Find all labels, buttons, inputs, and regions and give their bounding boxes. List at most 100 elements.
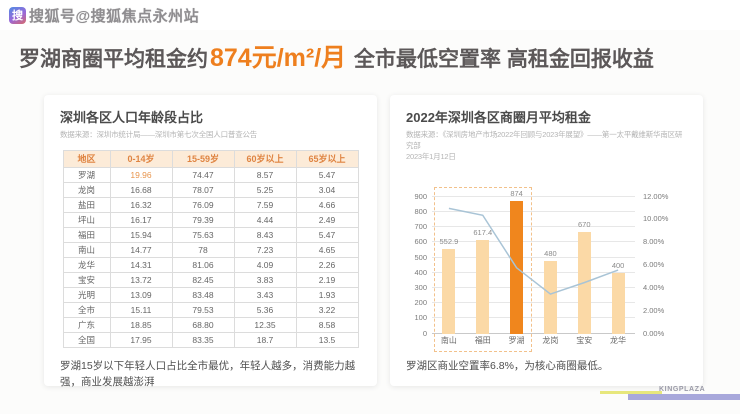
value-cell: 13.72 xyxy=(109,271,173,288)
gridline xyxy=(432,332,635,334)
table-row: 龙华 14.31 81.06 4.09 2.26 xyxy=(62,256,359,273)
table-row: 全市 15.11 79.53 5.36 3.22 xyxy=(62,301,359,318)
value-cell: 78 xyxy=(171,241,235,258)
value-cell: 17.95 xyxy=(109,331,173,348)
x-label-宝安: 宝安 xyxy=(576,336,593,346)
bar-龙岗 xyxy=(543,260,557,334)
left-axis-tick: 500 xyxy=(414,252,427,262)
table-row: 南山 14.77 78 7.23 4.65 xyxy=(62,241,359,258)
rent-source: 数据来源：《深圳房地产市场2022年回顾与2023年展望》——第一太平戴维斯华南… xyxy=(406,130,687,163)
region-cell: 龙岗 xyxy=(62,181,111,198)
left-axis-tick: 700 xyxy=(414,222,427,232)
logo-strip-yellow xyxy=(600,391,662,394)
bar-value-label: 617.4 xyxy=(473,227,493,237)
bar-宝安 xyxy=(577,231,591,334)
chart-x-labels: 南山 福田 罗湖 龙岗 宝安 龙华 xyxy=(432,334,635,348)
value-cell: 14.31 xyxy=(109,256,173,273)
rent-source-line2: 2023年1月12日 xyxy=(406,151,456,161)
value-cell: 15.11 xyxy=(109,301,173,318)
value-cell: 8.57 xyxy=(233,166,297,183)
value-cell: 16.32 xyxy=(109,196,173,213)
region-cell: 宝安 xyxy=(62,271,111,288)
table-row: 盐田 16.32 76.09 7.59 4.66 xyxy=(62,196,359,213)
value-cell: 1.93 xyxy=(295,286,359,303)
value-cell: 4.66 xyxy=(295,196,359,213)
region-cell: 盐田 xyxy=(62,196,111,213)
value-cell: 4.09 xyxy=(233,256,297,273)
value-cell: 8.58 xyxy=(295,316,359,333)
table-row: 福田 15.94 75.63 8.43 5.47 xyxy=(62,226,359,243)
value-cell: 2.49 xyxy=(295,211,359,228)
column-header: 60岁以上 xyxy=(233,149,297,168)
right-axis-tick: 10.00% xyxy=(643,214,669,224)
region-cell: 广东 xyxy=(62,316,111,333)
gridline xyxy=(432,195,635,197)
value-cell: 3.83 xyxy=(233,271,297,288)
column-header: 15-59岁 xyxy=(171,149,235,168)
rent-panel: 2022年深圳各区商圈月平均租金 数据来源：《深圳房地产市场2022年回顾与20… xyxy=(390,95,703,386)
bar-value-label: 874 xyxy=(510,188,523,198)
value-cell: 3.04 xyxy=(295,181,359,198)
value-cell: 75.63 xyxy=(171,226,235,243)
gridline xyxy=(432,302,635,304)
title-highlight: 874元/m²/月 xyxy=(210,44,347,72)
value-cell: 18.85 xyxy=(109,316,173,333)
left-axis-tick: 300 xyxy=(414,282,427,292)
rent-caption: 罗湖区商业空置率6.8%，为核心商圈最低。 xyxy=(406,359,609,372)
left-axis-tick: 200 xyxy=(414,298,427,308)
account-link[interactable]: 搜狐号@搜狐焦点永州站 xyxy=(29,7,200,25)
value-cell: 83.48 xyxy=(171,286,235,303)
table-row: 全国 17.95 83.35 18.7 13.5 xyxy=(62,331,359,348)
gridline xyxy=(432,317,635,319)
value-cell: 14.77 xyxy=(109,241,173,258)
column-header: 65岁以上 xyxy=(295,149,359,168)
rent-source-line1: 数据来源：《深圳房地产市场2022年回顾与2023年展望》——第一太平戴维斯华南… xyxy=(406,130,683,150)
left-axis-tick: 900 xyxy=(414,191,427,201)
title-suffix: 全市最低空置率 高租金回报收益 xyxy=(348,48,654,71)
bar-罗湖 xyxy=(510,200,524,334)
left-axis-tick: 0 xyxy=(422,328,427,338)
value-cell: 16.68 xyxy=(109,181,173,198)
bar-福田 xyxy=(476,239,490,334)
value-cell: 3.43 xyxy=(233,286,297,303)
x-label-南山: 南山 xyxy=(440,336,457,346)
page-title: 罗湖商圈平均租金约874元/m²/月 全市最低空置率 高租金回报收益 xyxy=(19,38,724,74)
value-cell: 5.25 xyxy=(233,181,297,198)
region-cell: 全市 xyxy=(62,301,111,318)
right-axis-tick: 12.00% xyxy=(643,191,669,201)
x-label-罗湖: 罗湖 xyxy=(508,336,525,346)
value-cell: 81.06 xyxy=(171,256,235,273)
bar-value-label: 400 xyxy=(611,260,625,270)
left-axis-tick: 400 xyxy=(414,267,427,277)
table-row: 龙岗 16.68 78.07 5.25 3.04 xyxy=(62,181,359,198)
bar-南山 xyxy=(442,249,456,334)
left-axis-tick: 800 xyxy=(414,206,427,216)
title-prefix: 罗湖商圈平均租金约 xyxy=(19,48,208,71)
value-cell: 4.44 xyxy=(233,211,297,228)
footer-logo-text: KINGPLAZA xyxy=(659,386,706,393)
value-cell: 82.45 xyxy=(171,271,235,288)
population-table: 地区 0-14岁 15-59岁 60岁以上 65岁以上 罗湖 19.96 74.47 8.57 5… xyxy=(62,149,359,348)
value-cell: 19.96 xyxy=(109,166,173,183)
x-label-龙岗: 龙岗 xyxy=(542,336,559,346)
value-cell: 8.43 xyxy=(233,226,297,243)
population-source: 数据来源：深圳市统计局——深圳市第七次全国人口普查公告 xyxy=(60,130,258,139)
table-row: 罗湖 19.96 74.47 8.57 5.47 xyxy=(62,166,359,183)
bar-value-label: 480 xyxy=(544,248,557,258)
region-cell: 全国 xyxy=(62,331,111,348)
x-label-福田: 福田 xyxy=(474,336,491,346)
rent-title: 2022年深圳各区商圈月平均租金 xyxy=(406,110,591,125)
value-cell: 68.80 xyxy=(171,316,235,333)
value-cell: 2.26 xyxy=(295,256,359,273)
value-cell: 5.36 xyxy=(233,301,297,318)
table-row: 坪山 16.17 79.39 4.44 2.49 xyxy=(62,211,359,228)
bar-value-label: 670 xyxy=(577,219,591,229)
column-header: 0-14岁 xyxy=(109,149,173,168)
right-axis-tick: 8.00% xyxy=(643,237,665,247)
value-cell: 79.53 xyxy=(171,301,235,318)
region-cell: 光明 xyxy=(62,286,111,303)
logo-strip-purple xyxy=(628,394,740,400)
population-panel: 深圳各区人口年龄段占比 数据来源：深圳市统计局——深圳市第七次全国人口普查公告 … xyxy=(44,95,377,388)
value-cell: 2.19 xyxy=(295,271,359,288)
left-axis-tick: 100 xyxy=(414,313,427,323)
